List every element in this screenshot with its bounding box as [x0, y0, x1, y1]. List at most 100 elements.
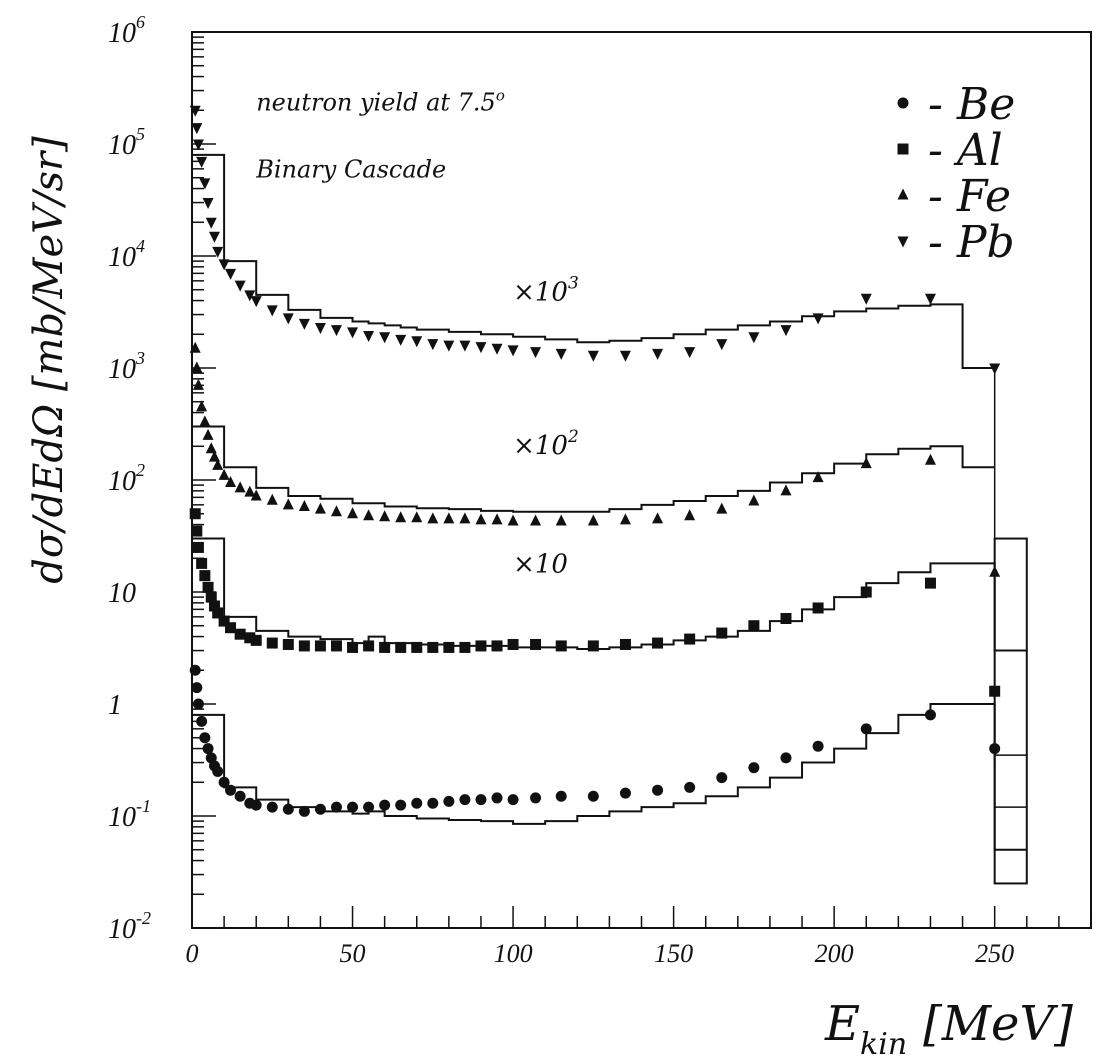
y-tick-label: 10-2 [108, 908, 151, 945]
data-point-be [218, 776, 230, 788]
data-point-be [282, 803, 294, 815]
data-point-fe [716, 502, 728, 514]
data-point-al [443, 641, 455, 653]
data-point-pb [924, 293, 936, 305]
data-point-al [427, 641, 439, 653]
data-point-al [205, 591, 217, 603]
x-tick-label: 200 [815, 939, 854, 968]
data-point-al [225, 622, 237, 634]
data-point-al [652, 637, 664, 649]
y-tick-label: 104 [108, 236, 145, 273]
data-point-al [924, 577, 936, 589]
data-point-pb [225, 268, 237, 280]
y-tick-label: 10 [108, 578, 136, 609]
data-point-be [716, 772, 728, 784]
data-point-al [192, 541, 204, 553]
y-tick-label: 102 [108, 460, 145, 497]
data-point-be [443, 795, 455, 807]
data-point-al [411, 641, 423, 653]
x-tick-label: 250 [975, 939, 1014, 968]
legend: - Be- Al- Fe- Pb [897, 79, 1015, 268]
data-point-fe [989, 565, 1001, 577]
x-axis-label-unit: [MeV] [923, 996, 1073, 1052]
data-point-pb [652, 348, 664, 360]
data-point-be [427, 797, 439, 809]
data-point-be [812, 740, 824, 752]
histogram-fe [192, 425, 995, 513]
data-point-al [202, 581, 214, 593]
data-point-al [250, 634, 262, 646]
data-point-be [225, 784, 237, 796]
data-point-fe [363, 509, 375, 521]
data-point-al [379, 641, 391, 653]
legend-label: - Be [928, 79, 1015, 130]
data-point-fe [507, 514, 519, 526]
data-point-fe [812, 471, 824, 483]
data-point-be [191, 682, 203, 694]
legend-marker-circle [897, 97, 909, 109]
data-point-pb [298, 318, 310, 330]
data-point-fe [924, 453, 936, 465]
data-point-pb [191, 123, 203, 135]
data-point-be [652, 784, 664, 796]
data-point-be [212, 765, 224, 777]
data-point-fe [202, 428, 214, 440]
data-point-al [748, 620, 760, 632]
data-point-fe [748, 494, 760, 506]
data-point-fe [491, 513, 503, 525]
data-point-pb [555, 348, 567, 360]
data-point-al [212, 607, 224, 619]
histogram-be [192, 703, 1027, 851]
data-point-be [587, 790, 599, 802]
data-point-al [989, 685, 1001, 697]
data-point-pb [205, 217, 217, 229]
x-axis-label-main: E [824, 996, 860, 1052]
data-point-fe [191, 361, 203, 373]
data-point-pb [282, 313, 294, 325]
y-tick-label: 10-1 [108, 796, 151, 833]
data-point-be [266, 801, 278, 813]
x-axis-label: Ekin [MeV] [824, 996, 1073, 1058]
axis-layer: 0 50 100 150 200 250 10-2 10-1 1 10 102 103 104 105 10… [108, 12, 1092, 968]
data-point-be [347, 801, 359, 813]
data-point-fe [411, 511, 423, 523]
data-point-be [199, 732, 211, 744]
x-axis-label-sub: kin [860, 1027, 907, 1058]
data-point-al [587, 640, 599, 652]
data-point-pb [475, 342, 487, 354]
data-point-be [202, 743, 214, 755]
data-point-fe [619, 513, 631, 525]
data-point-be [860, 723, 872, 735]
data-point-be [491, 792, 503, 804]
data-point-fe [196, 400, 208, 412]
data-point-al [191, 525, 203, 537]
data-point-al [199, 570, 211, 582]
data-point-be [530, 792, 542, 804]
data-point-pb [427, 339, 439, 351]
data-point-pb [619, 350, 631, 362]
data-point-fe [475, 513, 487, 525]
x-tick-label: 150 [654, 939, 693, 968]
y-tick-label: 1 [108, 690, 122, 721]
data-point-be [748, 762, 760, 774]
data-point-pb [491, 343, 503, 355]
data-point-fe [780, 484, 792, 496]
x-tick-label: 50 [340, 939, 366, 968]
data-point-al [282, 638, 294, 650]
data-point-pb [196, 156, 208, 168]
data-point-pb [199, 178, 211, 190]
data-point-pb [192, 139, 204, 151]
data-point-pb [411, 336, 423, 348]
data-point-fe [199, 415, 211, 427]
data-point-fe [298, 499, 310, 511]
y-axis-label: dσ/dEdΩ [mb/MeV/sr] [26, 136, 72, 584]
legend-marker-square [897, 143, 909, 155]
data-point-pb [530, 347, 542, 359]
data-point-pb [208, 231, 220, 243]
data-point-al [314, 640, 326, 652]
data-point-pb [587, 350, 599, 362]
data-point-be [989, 743, 1001, 755]
legend-marker-triangle-down [897, 236, 909, 248]
data-point-al [347, 641, 359, 653]
data-point-be [507, 794, 519, 806]
